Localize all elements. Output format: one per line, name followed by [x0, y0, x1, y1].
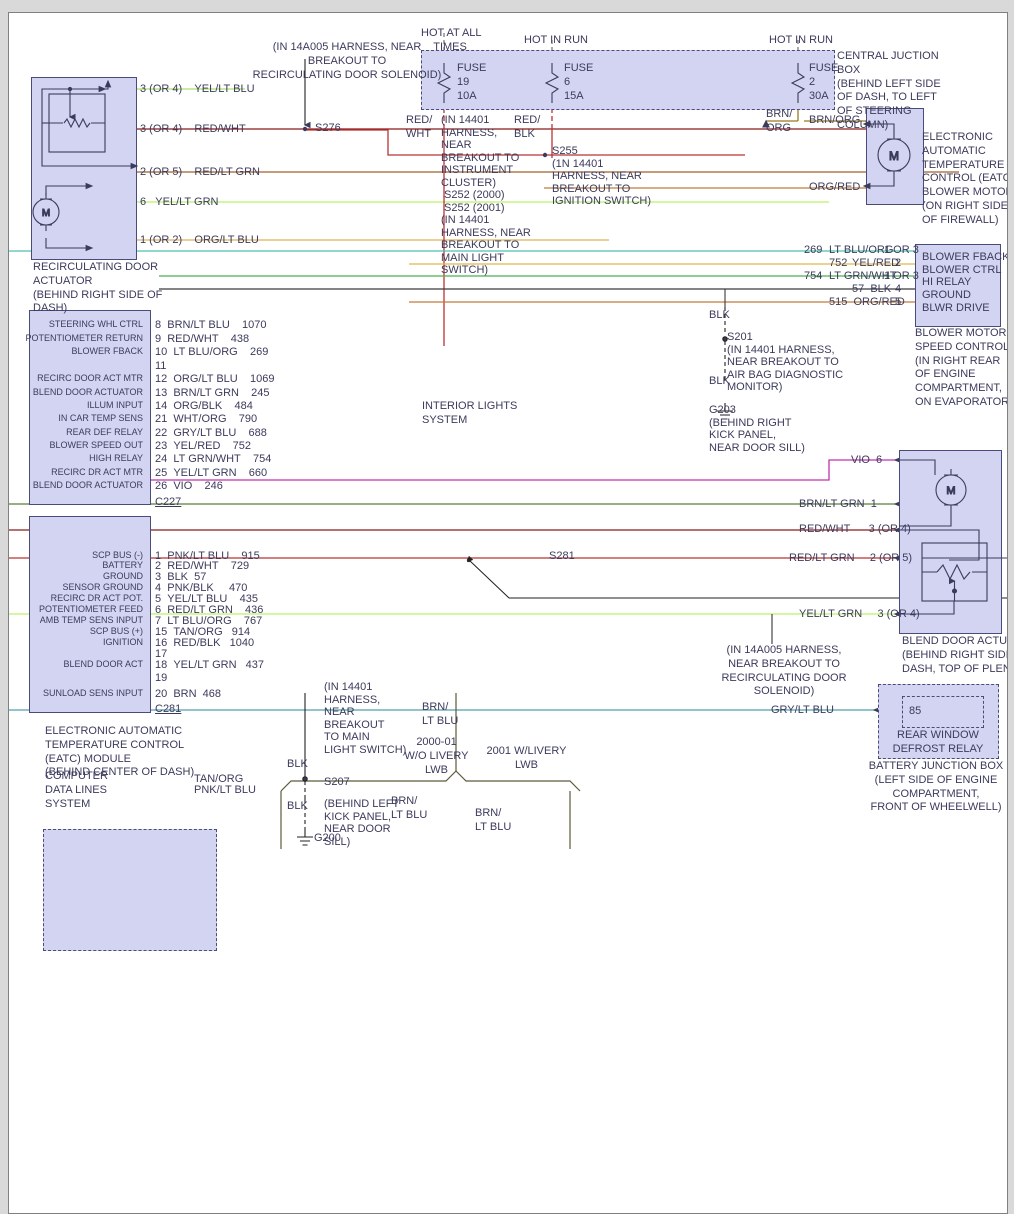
- svg-text:M: M: [889, 149, 899, 163]
- svg-text:M: M: [42, 208, 50, 219]
- svg-text:M: M: [946, 485, 955, 497]
